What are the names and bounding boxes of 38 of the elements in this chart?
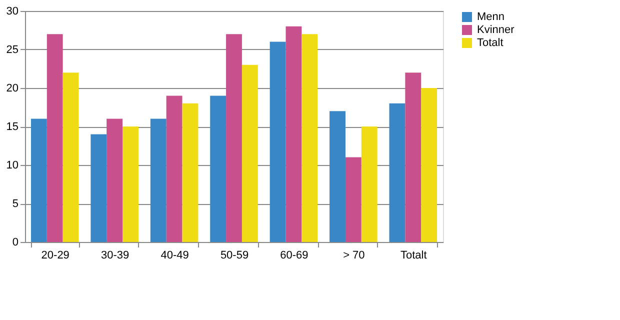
bar <box>62 72 79 242</box>
x-tick-label: 40-49 <box>160 250 189 262</box>
x-tick-label: 50-59 <box>220 250 249 262</box>
legend-label: Menn <box>477 11 505 23</box>
bar <box>106 118 123 242</box>
bar <box>389 103 406 242</box>
bar <box>286 26 302 242</box>
y-tick-label: 25 <box>6 44 18 56</box>
y-tick-label: 15 <box>6 121 18 133</box>
bar <box>122 126 138 242</box>
y-tick-label: 20 <box>6 82 18 94</box>
bar <box>166 96 182 242</box>
y-tick-label: 5 <box>12 198 18 210</box>
legend-label: Totalt <box>477 37 504 49</box>
x-tick-label: 30-39 <box>101 250 130 262</box>
bar <box>345 157 362 242</box>
bar <box>361 126 378 242</box>
y-tick-label: 10 <box>6 160 18 172</box>
x-tick-label: Totalt <box>400 250 427 262</box>
bar <box>330 111 346 242</box>
bar <box>210 96 226 242</box>
y-tick-label: 30 <box>6 6 18 18</box>
bar <box>90 134 107 242</box>
legend-label: Kvinner <box>477 24 515 36</box>
bar <box>30 118 47 242</box>
bar <box>302 34 318 242</box>
bar <box>270 42 286 242</box>
bar <box>182 103 198 242</box>
y-tick-label: 0 <box>12 236 18 248</box>
bar <box>150 118 166 242</box>
x-tick-label: 60-69 <box>280 250 308 262</box>
bar <box>226 34 242 242</box>
bar <box>46 34 63 242</box>
bar <box>405 72 422 242</box>
bar <box>421 88 438 242</box>
x-tick-label: 20-29 <box>41 250 70 262</box>
bar <box>242 64 258 242</box>
x-tick-label: > 70 <box>343 250 365 262</box>
